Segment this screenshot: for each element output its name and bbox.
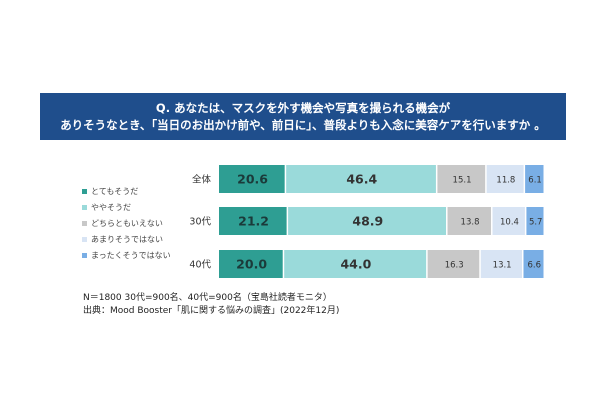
- data-label: 5.7: [529, 218, 543, 228]
- data-label: 20.6: [237, 172, 268, 187]
- legend-swatch-not-really: [82, 236, 87, 242]
- bar-segment: [525, 165, 544, 193]
- bar-segment: [486, 165, 524, 193]
- data-label: 44.0: [340, 257, 371, 272]
- category-label: 全体: [192, 174, 212, 186]
- legend-item-somewhat: ややそうだ: [82, 199, 171, 215]
- source-note: 出典：Mood Booster「肌に関する悩みの調査」(2022年12月): [83, 306, 340, 316]
- chart-legend: とてもそうだ ややそうだ どちらともいえない あまりそうではない まったくそうで…: [82, 183, 171, 263]
- data-label: 48.9: [352, 214, 383, 229]
- legend-item-neutral: どちらともいえない: [82, 215, 171, 231]
- data-label: 16.3: [445, 261, 464, 271]
- bar-segment: [480, 250, 522, 278]
- bar-segment: [427, 250, 480, 278]
- legend-item-not-at-all: まったくそうではない: [82, 247, 171, 263]
- data-label: 13.1: [493, 261, 512, 271]
- legend-swatch-not-at-all: [82, 252, 87, 258]
- data-label: 21.2: [238, 214, 269, 229]
- data-label: 6.1: [528, 176, 542, 186]
- data-label: 15.1: [453, 176, 472, 186]
- bar-segment: [219, 165, 285, 193]
- data-label: 10.4: [500, 218, 519, 228]
- data-label: 13.8: [461, 218, 480, 228]
- legend-label-very-much: とてもそうだ: [91, 186, 139, 196]
- legend-label-not-really: あまりそうではない: [91, 234, 163, 244]
- data-label: 20.0: [236, 257, 267, 272]
- question-banner: Q. あなたは、マスクを外す機会や写真を撮られる機会が ありそうなとき、「当日の…: [40, 93, 566, 140]
- bar-segment: [437, 165, 486, 193]
- bar-segment: [219, 207, 287, 235]
- bar-segment: [523, 250, 544, 278]
- category-label: 40代: [189, 260, 211, 271]
- category-label: 30代: [189, 217, 211, 228]
- bar-segment: [284, 250, 427, 278]
- question-line-1: Q. あなたは、マスクを外す機会や写真を撮られる機会が: [155, 100, 451, 115]
- data-label: 6.6: [527, 261, 541, 271]
- question-line-2: ありそうなとき、「当日のお出かけ前や、前日に」、普段よりも入念に美容ケアを行いま…: [60, 117, 546, 132]
- legend-swatch-very-much: [82, 188, 87, 194]
- bar-segment: [219, 250, 283, 278]
- legend-label-somewhat: ややそうだ: [91, 202, 131, 212]
- bar-segment: [286, 165, 436, 193]
- bar-segment: [526, 207, 544, 235]
- legend-label-not-at-all: まったくそうではない: [91, 250, 171, 260]
- data-label: 11.8: [496, 176, 515, 186]
- legend-swatch-somewhat: [82, 204, 87, 210]
- bar-segment: [447, 207, 492, 235]
- sample-size-note: N＝1800 30代=900名、40代=900名（宝島社読者モニタ）: [83, 293, 332, 303]
- legend-item-not-really: あまりそうではない: [82, 231, 171, 247]
- chart-notes: N＝1800 30代=900名、40代=900名（宝島社読者モニタ） 出典：Mo…: [83, 292, 339, 318]
- bar-segment: [492, 207, 525, 235]
- bar-segment: [288, 207, 447, 235]
- legend-swatch-neutral: [82, 220, 87, 226]
- legend-label-neutral: どちらともいえない: [91, 218, 163, 228]
- data-label: 46.4: [346, 172, 377, 187]
- legend-item-very-much: とてもそうだ: [82, 183, 171, 199]
